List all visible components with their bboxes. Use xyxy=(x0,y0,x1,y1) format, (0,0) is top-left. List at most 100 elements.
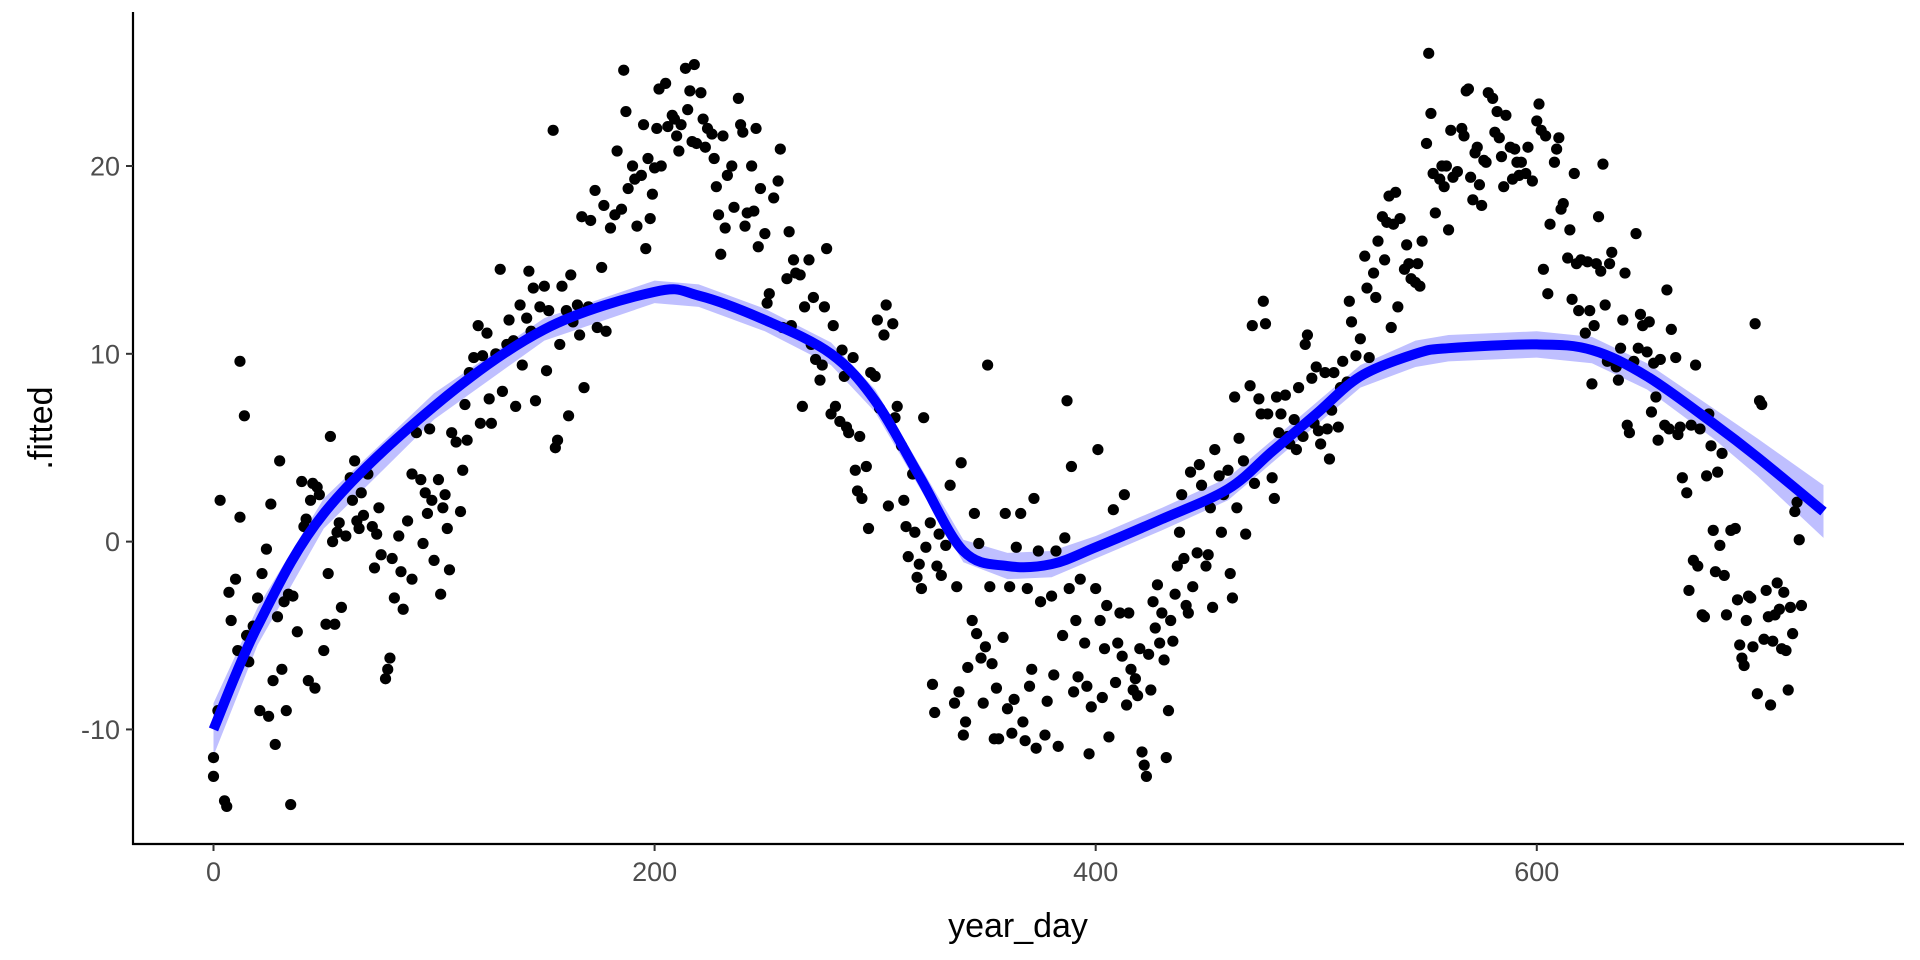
data-point xyxy=(432,474,445,486)
data-point xyxy=(1531,115,1543,127)
data-point xyxy=(421,507,434,520)
data-point xyxy=(1681,487,1693,499)
data-point xyxy=(355,487,367,499)
data-point xyxy=(1191,547,1203,559)
data-point xyxy=(1623,427,1636,439)
data-point xyxy=(1654,353,1666,366)
data-point xyxy=(1288,413,1300,426)
data-point xyxy=(1573,305,1585,317)
data-point xyxy=(1061,395,1073,407)
data-point xyxy=(640,243,652,255)
data-point xyxy=(494,263,506,275)
data-point xyxy=(944,479,956,491)
data-point xyxy=(1734,639,1746,651)
data-point xyxy=(1019,735,1031,747)
data-point xyxy=(1764,699,1777,711)
data-point xyxy=(1414,280,1426,292)
data-point xyxy=(357,509,370,521)
data-point xyxy=(1240,528,1252,540)
data-point xyxy=(732,92,745,104)
data-point xyxy=(1597,158,1609,170)
data-point xyxy=(1692,560,1704,572)
data-point xyxy=(397,603,409,615)
data-point xyxy=(1231,502,1243,514)
data-point xyxy=(529,395,542,407)
data-point xyxy=(655,160,667,172)
data-point xyxy=(461,434,473,446)
data-point xyxy=(1319,366,1331,379)
data-point xyxy=(1270,391,1283,403)
data-point xyxy=(1209,443,1221,456)
data-point xyxy=(1707,524,1719,536)
data-point xyxy=(375,549,387,561)
data-point xyxy=(1096,691,1108,704)
data-point xyxy=(836,344,848,356)
data-point xyxy=(1493,132,1505,144)
data-point xyxy=(476,350,489,362)
data-point xyxy=(827,320,839,332)
data-point xyxy=(1537,263,1550,275)
data-point xyxy=(1063,582,1075,595)
data-point xyxy=(1184,466,1197,478)
data-point xyxy=(882,500,894,512)
data-point xyxy=(1731,594,1744,606)
data-point xyxy=(260,543,273,555)
data-point xyxy=(1085,701,1097,713)
data-point xyxy=(622,182,634,195)
data-point xyxy=(997,631,1009,644)
data-point xyxy=(1101,599,1113,612)
data-point xyxy=(256,567,268,580)
data-point xyxy=(1603,258,1616,270)
data-point xyxy=(1332,421,1344,433)
data-point xyxy=(1131,690,1144,702)
data-point xyxy=(333,517,345,529)
data-point xyxy=(1416,235,1428,247)
data-point xyxy=(1643,316,1655,328)
data-point xyxy=(551,434,564,446)
data-point xyxy=(503,314,515,326)
data-point xyxy=(913,558,925,570)
data-point xyxy=(379,673,392,685)
data-point xyxy=(1028,492,1040,505)
data-point xyxy=(424,423,436,435)
data-point xyxy=(1246,320,1258,332)
data-point xyxy=(1451,166,1463,178)
data-point xyxy=(386,552,398,565)
data-point xyxy=(1098,643,1111,655)
data-point xyxy=(878,329,890,341)
data-point xyxy=(510,400,522,413)
data-point xyxy=(935,569,947,582)
data-point xyxy=(1645,406,1658,418)
data-point xyxy=(1125,663,1137,675)
data-point xyxy=(1392,301,1404,313)
data-point xyxy=(1793,534,1805,546)
data-point xyxy=(620,105,632,118)
data-point xyxy=(302,675,314,687)
data-point xyxy=(1120,699,1133,711)
data-point xyxy=(986,658,998,670)
data-point xyxy=(1361,282,1373,294)
data-point xyxy=(721,169,733,181)
data-point xyxy=(373,502,385,514)
data-point xyxy=(750,122,762,135)
data-point xyxy=(450,436,462,448)
data-point xyxy=(309,682,321,694)
data-point xyxy=(1337,355,1349,367)
data-point xyxy=(1116,650,1128,662)
data-point xyxy=(982,359,994,371)
data-point xyxy=(1791,496,1803,508)
data-point xyxy=(1581,256,1594,268)
data-point xyxy=(1065,460,1078,473)
data-point xyxy=(547,124,559,136)
data-point xyxy=(481,327,493,339)
smooth-line-layer xyxy=(208,284,1827,732)
data-point xyxy=(891,400,903,413)
data-point xyxy=(1001,703,1014,715)
data-point xyxy=(1749,318,1761,330)
data-point xyxy=(329,618,341,630)
data-point xyxy=(269,738,281,751)
data-point xyxy=(1670,351,1682,364)
data-point xyxy=(807,291,819,304)
data-point xyxy=(1165,614,1177,627)
